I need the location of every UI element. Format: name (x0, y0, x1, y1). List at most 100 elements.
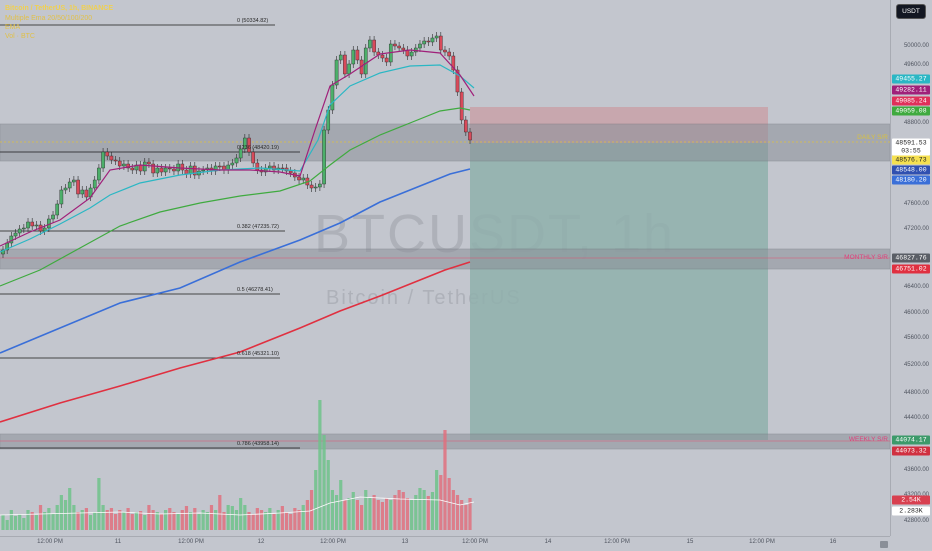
candle[interactable] (159, 167, 164, 173)
candle[interactable] (113, 159, 118, 162)
candle[interactable] (9, 235, 14, 244)
candle[interactable] (13, 232, 18, 237)
candle[interactable] (218, 165, 222, 168)
candle[interactable] (247, 137, 251, 153)
candle[interactable] (455, 69, 460, 93)
candle[interactable] (230, 162, 235, 166)
candle[interactable] (72, 179, 76, 183)
indicator-volume[interactable]: Vol · BTC (5, 33, 35, 40)
time-axis[interactable]: 12:00 PM 11 12:00 PM 12 12:00 PM 13 12:00 PM 14… (0, 536, 890, 551)
candle[interactable] (355, 49, 360, 61)
candle[interactable] (280, 167, 285, 170)
candle[interactable] (92, 179, 97, 189)
indicator-ema[interactable]: EMA (5, 24, 21, 31)
candle[interactable] (163, 167, 168, 173)
candle[interactable] (409, 51, 414, 57)
candle[interactable] (167, 167, 172, 170)
candle[interactable] (363, 47, 368, 75)
candle[interactable] (22, 227, 26, 230)
candle[interactable] (318, 183, 322, 188)
candle[interactable] (84, 189, 89, 198)
candle[interactable] (255, 162, 260, 171)
candle[interactable] (101, 151, 105, 169)
candle[interactable] (172, 168, 176, 172)
price-chart-pane[interactable]: BTCUSDT, 1h Bitcoin / TetherUS 0 (50334.… (0, 0, 890, 536)
candle[interactable] (338, 54, 343, 61)
candle[interactable] (401, 47, 406, 51)
candle[interactable] (451, 55, 456, 71)
candle[interactable] (67, 181, 72, 189)
settings-icon[interactable] (880, 541, 888, 548)
candle[interactable] (138, 164, 143, 172)
candle[interactable] (126, 163, 130, 169)
candle[interactable] (343, 54, 347, 75)
candle[interactable] (251, 151, 255, 164)
candle[interactable] (297, 176, 301, 181)
candle[interactable] (109, 155, 114, 161)
candle[interactable] (201, 169, 205, 172)
candle[interactable] (464, 119, 468, 133)
candle[interactable] (434, 35, 439, 39)
candle[interactable] (380, 54, 385, 59)
candle[interactable] (313, 186, 318, 189)
candle[interactable] (30, 221, 34, 227)
candle[interactable] (188, 165, 193, 175)
candle[interactable] (122, 163, 126, 167)
candle[interactable] (447, 51, 451, 57)
indicator-ema-multi[interactable]: Multiple Ema 20/50/100/200 (5, 15, 93, 22)
candle[interactable] (130, 167, 135, 171)
candle[interactable] (155, 167, 160, 174)
candle[interactable] (334, 59, 339, 86)
candle[interactable] (34, 224, 39, 227)
daily-sr-band[interactable] (0, 123, 890, 162)
candle[interactable] (234, 157, 239, 164)
candle[interactable] (193, 165, 197, 176)
candle[interactable] (238, 148, 243, 159)
candle[interactable] (384, 57, 389, 63)
candle[interactable] (147, 161, 151, 165)
candle[interactable] (51, 214, 55, 220)
price-scale[interactable]: 50000.0049600.0048800.0048400.0047600.00… (890, 0, 932, 536)
candle[interactable] (105, 151, 110, 157)
candle[interactable] (76, 179, 80, 195)
candle[interactable] (272, 165, 276, 171)
candle[interactable] (142, 161, 147, 172)
candle[interactable] (430, 37, 435, 43)
candle[interactable] (97, 167, 101, 181)
candle[interactable] (418, 43, 422, 49)
candle[interactable] (347, 63, 351, 75)
candle[interactable] (443, 49, 447, 53)
candle[interactable] (393, 43, 397, 47)
candle[interactable] (351, 49, 356, 65)
candle[interactable] (426, 40, 431, 43)
chart-canvas[interactable] (0, 0, 890, 536)
candle[interactable] (17, 228, 22, 234)
candle[interactable] (288, 170, 293, 174)
candle[interactable] (422, 40, 426, 45)
monthly-sr-band[interactable] (0, 248, 890, 270)
candle[interactable] (80, 189, 85, 195)
candle[interactable] (397, 45, 401, 49)
take-profit-zone[interactable] (470, 143, 768, 440)
candle[interactable] (26, 221, 30, 229)
candle[interactable] (468, 131, 472, 141)
candle[interactable] (330, 84, 335, 111)
candle[interactable] (301, 177, 306, 181)
candle[interactable] (372, 39, 376, 53)
candle[interactable] (268, 165, 272, 169)
candle[interactable] (184, 169, 189, 175)
currency-button[interactable]: USDT (896, 4, 926, 19)
candle[interactable] (459, 91, 464, 121)
candle[interactable] (309, 184, 314, 189)
candle[interactable] (151, 163, 155, 174)
candle[interactable] (180, 163, 185, 171)
candle[interactable] (117, 160, 122, 167)
candle[interactable] (243, 137, 247, 150)
candle[interactable] (322, 129, 326, 185)
candle[interactable] (59, 189, 64, 205)
candle[interactable] (63, 187, 68, 191)
candle[interactable] (439, 35, 443, 51)
candle[interactable] (55, 203, 60, 216)
candle[interactable] (368, 39, 372, 49)
